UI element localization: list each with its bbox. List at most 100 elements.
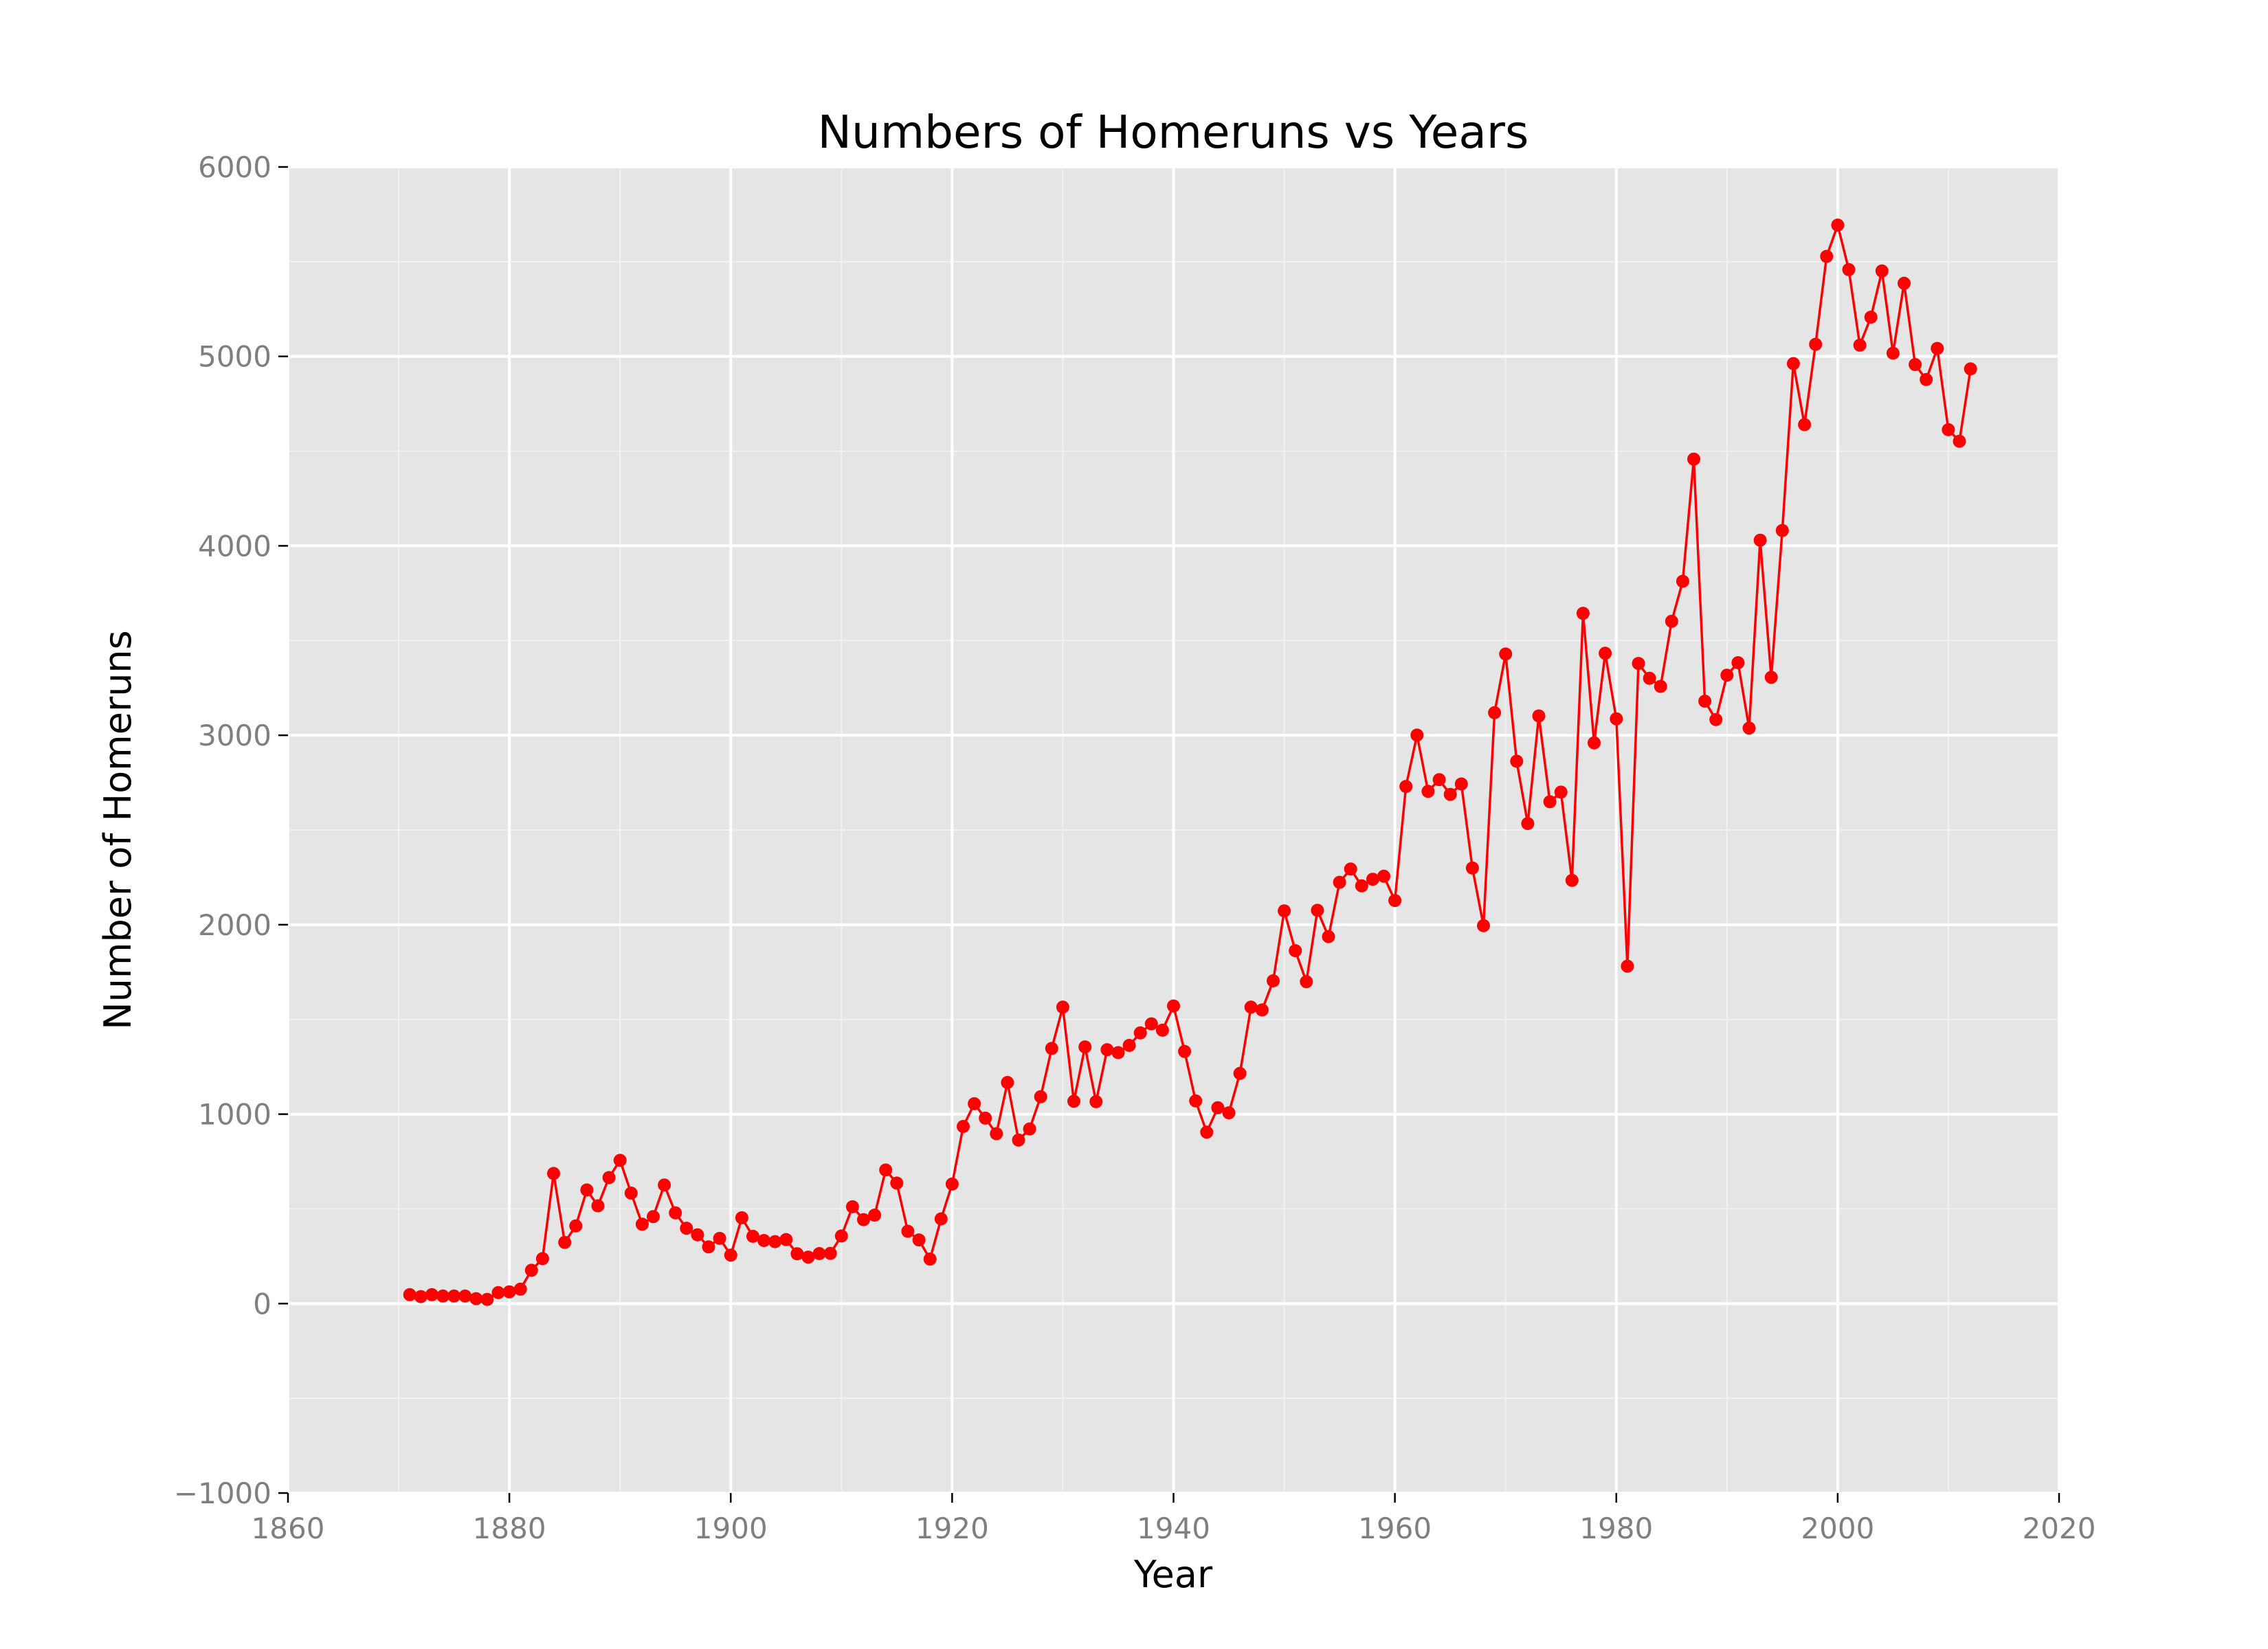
data-point bbox=[912, 1233, 926, 1247]
data-point bbox=[979, 1111, 992, 1125]
data-point bbox=[702, 1240, 715, 1254]
x-tick-label: 1880 bbox=[473, 1512, 546, 1545]
data-point bbox=[1875, 264, 1889, 278]
data-point bbox=[779, 1233, 793, 1246]
data-point bbox=[1012, 1133, 1025, 1147]
data-point bbox=[1731, 656, 1745, 669]
data-point bbox=[812, 1247, 826, 1260]
x-tick-label: 2020 bbox=[2023, 1512, 2096, 1545]
data-point bbox=[990, 1127, 1003, 1141]
data-point bbox=[547, 1167, 560, 1180]
data-point bbox=[1133, 1026, 1147, 1040]
data-point bbox=[1366, 873, 1379, 886]
data-point bbox=[447, 1289, 461, 1303]
data-point bbox=[1111, 1046, 1125, 1059]
y-tick-label: 2000 bbox=[198, 908, 271, 942]
data-point bbox=[491, 1286, 505, 1299]
data-point bbox=[1764, 671, 1778, 684]
data-point bbox=[724, 1248, 737, 1262]
data-point bbox=[857, 1213, 870, 1226]
x-tick-label: 1980 bbox=[1579, 1512, 1653, 1545]
data-point bbox=[1300, 975, 1313, 989]
data-point bbox=[1665, 614, 1678, 628]
data-point bbox=[1942, 423, 1955, 436]
data-point bbox=[768, 1235, 782, 1248]
data-point bbox=[569, 1219, 583, 1233]
data-point bbox=[923, 1253, 937, 1266]
data-point bbox=[469, 1292, 483, 1305]
y-tick-label: 6000 bbox=[198, 150, 271, 184]
data-point bbox=[1454, 777, 1468, 791]
data-point bbox=[1909, 358, 1922, 372]
data-point bbox=[757, 1234, 771, 1247]
data-point bbox=[635, 1218, 649, 1231]
data-point bbox=[1809, 337, 1823, 351]
data-point bbox=[1211, 1101, 1225, 1114]
data-point bbox=[1432, 773, 1446, 787]
data-point bbox=[1775, 524, 1789, 537]
x-tick-label: 1860 bbox=[252, 1512, 325, 1545]
data-point bbox=[1023, 1122, 1036, 1136]
data-point bbox=[624, 1187, 638, 1200]
data-point bbox=[1532, 709, 1546, 723]
data-point bbox=[458, 1289, 472, 1303]
data-point bbox=[845, 1200, 859, 1213]
data-point bbox=[591, 1199, 605, 1213]
data-point bbox=[680, 1222, 693, 1235]
data-point bbox=[1898, 276, 1911, 290]
data-point bbox=[480, 1292, 494, 1306]
x-tick-labels: 1860 1880 1900 1920 1940 1960 1980 2000 2020 bbox=[252, 1512, 2096, 1545]
data-point bbox=[957, 1120, 970, 1133]
data-point bbox=[1377, 869, 1390, 883]
data-point bbox=[647, 1210, 660, 1224]
data-point bbox=[1565, 873, 1579, 887]
data-point bbox=[1167, 999, 1180, 1013]
data-point bbox=[1953, 434, 1966, 448]
data-point bbox=[558, 1235, 572, 1249]
data-point bbox=[1687, 452, 1700, 466]
data-point bbox=[1499, 647, 1513, 661]
data-point bbox=[1322, 930, 1335, 943]
data-point bbox=[1488, 706, 1502, 719]
data-point bbox=[1144, 1017, 1158, 1031]
data-point bbox=[1278, 904, 1291, 918]
data-point bbox=[1742, 721, 1756, 735]
y-axis-title: Number of Homeruns bbox=[96, 630, 140, 1030]
data-point bbox=[1753, 533, 1767, 547]
x-axis-title: Year bbox=[1133, 1553, 1213, 1596]
data-point bbox=[1443, 787, 1457, 801]
data-point bbox=[1421, 785, 1435, 798]
data-point bbox=[1588, 736, 1601, 750]
data-point bbox=[1621, 959, 1634, 973]
x-tick-label: 1940 bbox=[1137, 1512, 1210, 1545]
data-point bbox=[1388, 894, 1402, 908]
data-point bbox=[1311, 904, 1324, 917]
data-point bbox=[1233, 1066, 1247, 1080]
data-point bbox=[1543, 795, 1557, 809]
data-point bbox=[658, 1178, 671, 1192]
data-point bbox=[968, 1097, 981, 1110]
data-point bbox=[602, 1171, 616, 1185]
data-point bbox=[1333, 875, 1346, 889]
data-point bbox=[502, 1285, 516, 1299]
data-point bbox=[735, 1211, 748, 1224]
data-point bbox=[691, 1228, 704, 1242]
data-point bbox=[1853, 338, 1867, 352]
data-point bbox=[436, 1289, 449, 1303]
data-point bbox=[790, 1247, 804, 1261]
y-tick-labels: −1000 0 1000 2000 3000 4000 5000 6000 bbox=[174, 150, 271, 1510]
data-point bbox=[1676, 574, 1689, 588]
data-point bbox=[513, 1282, 527, 1296]
data-point bbox=[535, 1252, 549, 1266]
data-point bbox=[1831, 218, 1845, 232]
data-point bbox=[1632, 657, 1645, 671]
data-point bbox=[580, 1183, 594, 1197]
data-point bbox=[1931, 341, 1944, 355]
data-point bbox=[868, 1209, 882, 1222]
y-tick-label: 0 bbox=[253, 1287, 271, 1321]
data-point bbox=[1709, 713, 1723, 726]
data-point bbox=[414, 1290, 427, 1303]
data-point bbox=[1200, 1125, 1214, 1139]
data-point bbox=[1222, 1106, 1236, 1120]
data-point bbox=[1886, 346, 1900, 360]
